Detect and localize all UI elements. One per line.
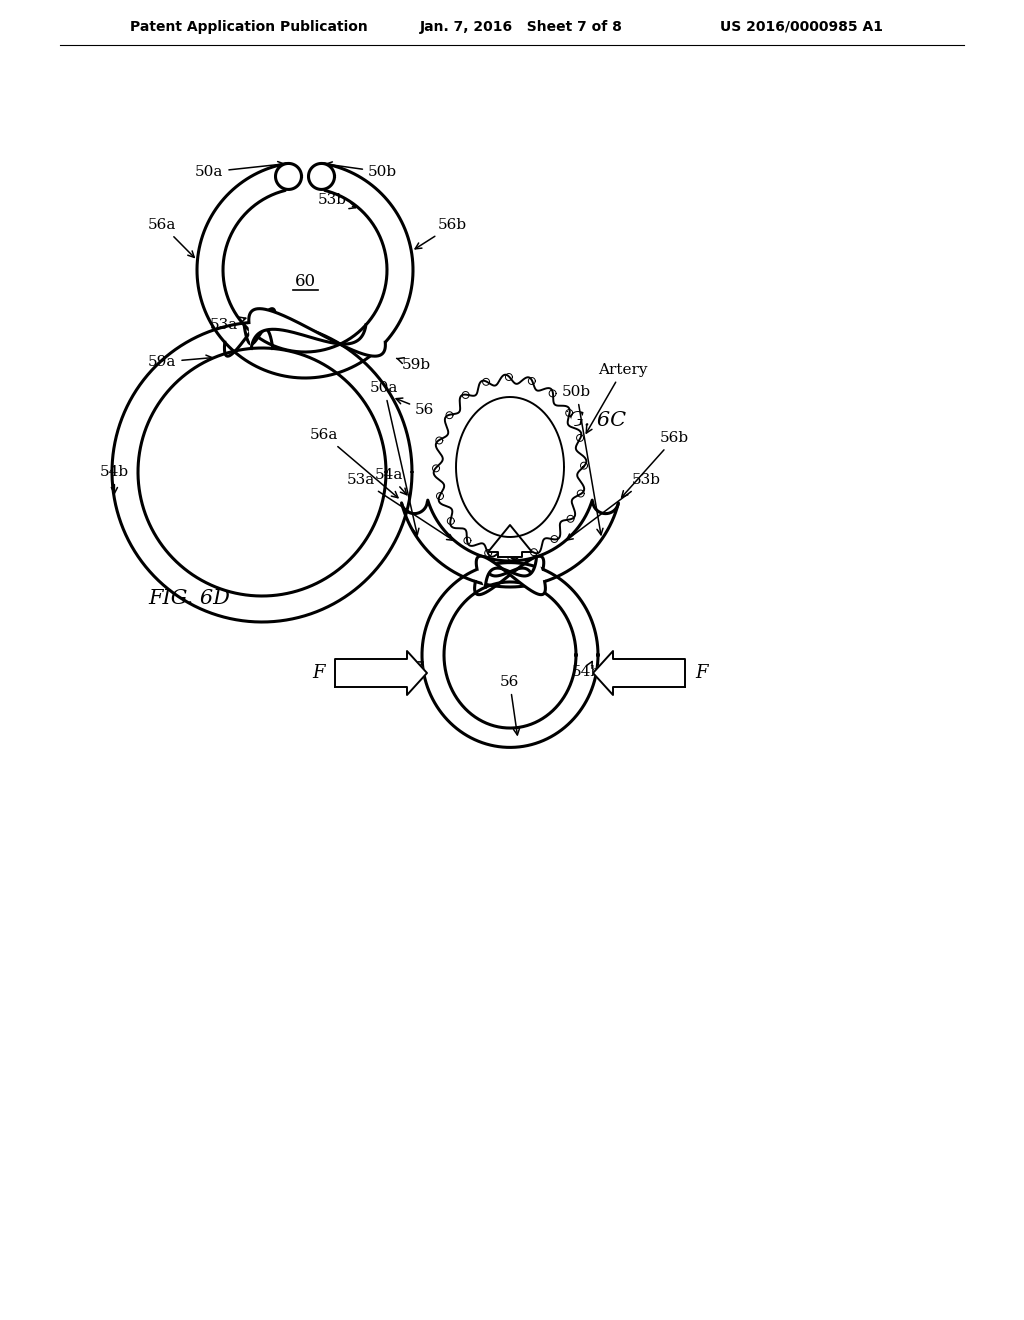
Text: Patent Application Publication: Patent Application Publication (130, 20, 368, 34)
Text: 54b: 54b (100, 465, 129, 494)
Text: 56: 56 (500, 675, 519, 735)
Polygon shape (438, 379, 582, 554)
Text: 50a: 50a (195, 161, 284, 180)
Text: FIG. 6D: FIG. 6D (148, 589, 229, 607)
Text: Jan. 7, 2016   Sheet 7 of 8: Jan. 7, 2016 Sheet 7 of 8 (420, 20, 623, 34)
Text: 53b: 53b (318, 193, 355, 209)
Polygon shape (335, 651, 427, 696)
Text: 54b: 54b (572, 661, 601, 678)
Text: 50b: 50b (326, 162, 397, 180)
Text: 59a: 59a (148, 355, 212, 370)
Text: 50a: 50a (370, 381, 419, 535)
Text: 56b: 56b (415, 218, 467, 249)
Polygon shape (456, 397, 564, 537)
Text: 53a: 53a (347, 473, 454, 540)
Text: 50b: 50b (562, 385, 603, 535)
Text: 53a: 53a (210, 317, 246, 333)
Text: F: F (312, 664, 325, 682)
Polygon shape (249, 309, 385, 356)
Polygon shape (476, 556, 546, 595)
Text: 56a: 56a (310, 428, 398, 498)
Polygon shape (488, 525, 532, 557)
Text: 56a: 56a (148, 218, 195, 257)
Text: US 2016/0000985 A1: US 2016/0000985 A1 (720, 20, 883, 34)
Text: 54a: 54a (388, 661, 423, 678)
Text: Artery: Artery (587, 363, 647, 433)
Text: 59b: 59b (396, 358, 431, 372)
Polygon shape (308, 164, 335, 190)
Text: 54a: 54a (375, 469, 407, 495)
Polygon shape (593, 651, 685, 696)
Text: 60: 60 (295, 273, 315, 290)
Polygon shape (275, 164, 301, 190)
Text: 56b: 56b (622, 432, 689, 498)
Text: 53b: 53b (566, 473, 662, 540)
Text: F: F (695, 664, 708, 682)
Text: 56: 56 (396, 399, 434, 417)
Text: FIG. 6C: FIG. 6C (545, 411, 626, 429)
